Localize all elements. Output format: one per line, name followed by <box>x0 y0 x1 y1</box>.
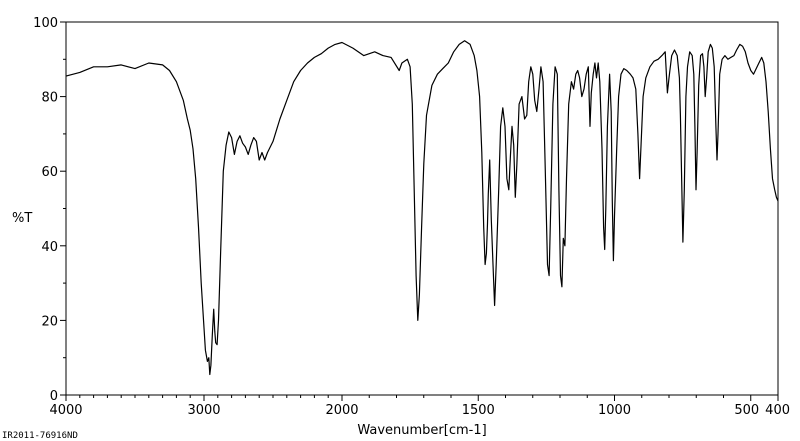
y-axis-title: %T <box>12 211 32 226</box>
y-tick-label: 40 <box>41 240 58 255</box>
x-tick-label: 500 <box>734 403 759 418</box>
x-tick-label: 400 <box>765 403 790 418</box>
x-tick-label: 1000 <box>598 403 631 418</box>
y-tick-label: 80 <box>41 91 58 106</box>
y-axis: 0 20 40 60 80 100 <box>33 16 66 404</box>
y-tick-label: 60 <box>41 165 58 180</box>
x-tick-label: 1500 <box>462 403 495 418</box>
y-tick-label: 100 <box>33 16 58 31</box>
x-axis-title: Wavenumber[cm-1] <box>357 423 486 438</box>
sample-id-label: IR2011-76916ND <box>2 431 78 441</box>
transmittance-series-line <box>65 40 779 376</box>
y-tick-label: 0 <box>50 389 58 404</box>
x-tick-label: 3000 <box>187 403 220 418</box>
x-axis: 4000 3000 2000 1500 1000 500 400 <box>49 395 790 418</box>
y-tick-label: 20 <box>41 314 58 329</box>
x-tick-label: 2000 <box>325 403 358 418</box>
x-tick-label: 4000 <box>49 403 82 418</box>
